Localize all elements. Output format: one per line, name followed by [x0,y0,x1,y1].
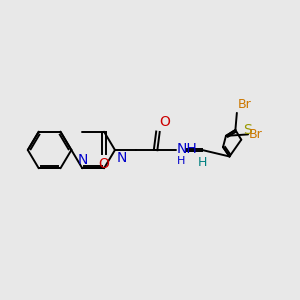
Text: Br: Br [249,128,262,141]
Text: S: S [243,123,251,137]
Text: H: H [177,157,185,166]
Text: O: O [99,157,110,171]
Text: N: N [116,151,127,165]
Text: H: H [198,157,207,169]
Text: N: N [78,153,88,167]
Text: Br: Br [238,98,251,111]
Text: O: O [159,116,170,129]
Text: NH: NH [176,142,197,156]
